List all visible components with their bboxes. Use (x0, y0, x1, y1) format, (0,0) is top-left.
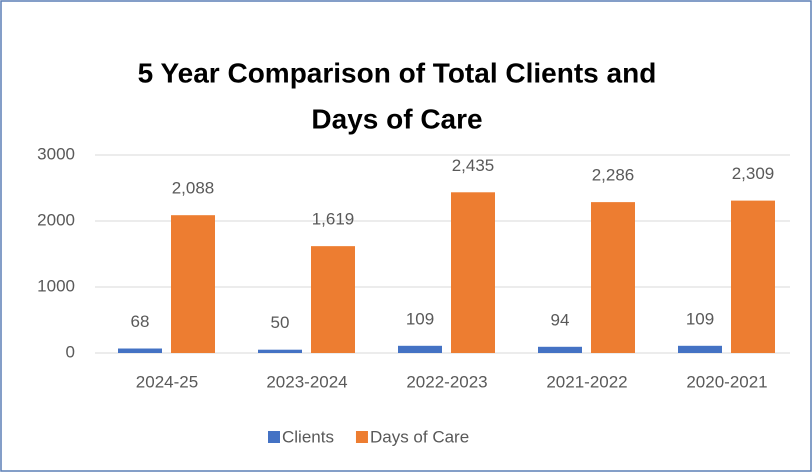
y-tick-label: 0 (66, 342, 75, 361)
legend-label: Clients (282, 427, 334, 446)
chart-title: Days of Care (311, 103, 482, 134)
chart-title: 5 Year Comparison of Total Clients and (138, 57, 657, 88)
value-label: 2,286 (592, 166, 635, 185)
value-label: 109 (406, 309, 434, 328)
bar (258, 349, 302, 353)
legend-swatch (355, 431, 368, 443)
bar (311, 246, 355, 353)
value-label: 50 (271, 313, 290, 332)
value-label: 1,619 (312, 210, 355, 229)
legend-swatch (268, 431, 280, 443)
value-label: 2,435 (452, 156, 495, 175)
value-label: 94 (551, 310, 570, 329)
x-tick-label: 2022-2023 (406, 372, 487, 391)
value-label: 2,088 (172, 179, 215, 198)
value-label: 68 (131, 312, 150, 331)
y-tick-label: 1000 (37, 276, 75, 295)
legend-label: Days of Care (370, 427, 469, 446)
bar (171, 215, 215, 353)
y-tick-label: 2000 (37, 210, 75, 229)
x-tick-label: 2023-2024 (266, 372, 347, 391)
y-tick-label: 3000 (37, 144, 75, 163)
x-tick-label: 2020-2021 (686, 372, 767, 391)
bar (118, 348, 162, 353)
bar (451, 192, 495, 353)
x-tick-label: 2024-25 (136, 372, 198, 391)
value-label: 2,309 (732, 164, 775, 183)
value-label: 109 (686, 309, 714, 328)
bar (398, 345, 442, 353)
bar (678, 345, 722, 353)
x-tick-label: 2021-2022 (546, 372, 627, 391)
bar (538, 346, 582, 353)
bar (731, 200, 775, 353)
bar (591, 202, 635, 353)
